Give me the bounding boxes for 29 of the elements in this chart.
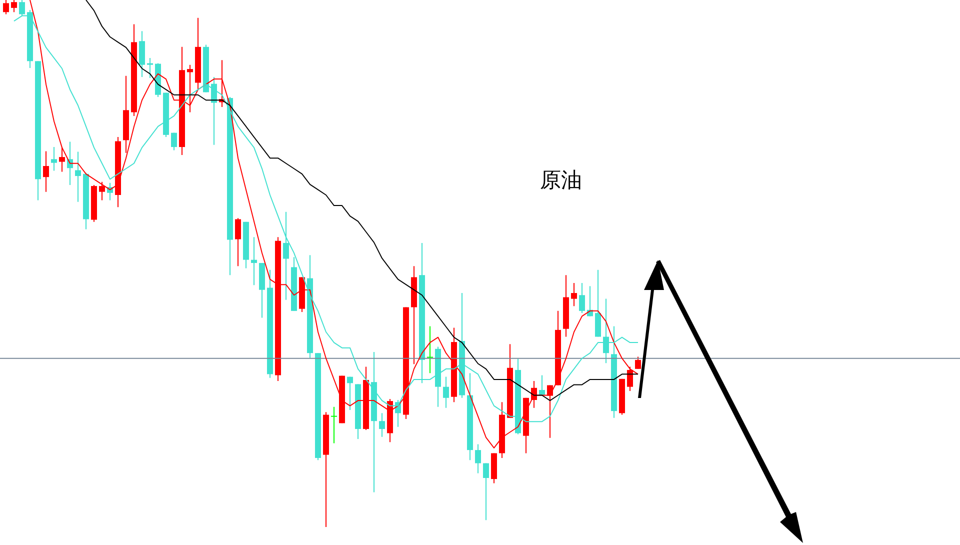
candlestick — [483, 462, 489, 521]
candlestick — [11, 0, 17, 13]
candlestick — [171, 132, 177, 151]
candlestick — [635, 356, 641, 370]
candlestick — [627, 366, 633, 392]
candlestick — [59, 146, 65, 172]
candlestick — [427, 326, 433, 374]
candlestick — [595, 269, 601, 338]
candlestick — [51, 146, 57, 172]
candlestick — [579, 282, 585, 314]
candlestick — [139, 30, 145, 78]
candlestick — [347, 376, 353, 411]
candlestick — [539, 374, 545, 396]
candlestick — [283, 211, 289, 300]
candlestick — [99, 181, 105, 201]
candlestick — [235, 218, 241, 267]
candlestick — [251, 236, 257, 286]
candlestick — [43, 150, 49, 192]
candlestick — [3, 0, 9, 15]
candlestick — [331, 406, 337, 444]
candlestick — [443, 376, 449, 408]
annotation: 原油 — [540, 167, 582, 194]
candlestick — [147, 57, 153, 78]
candlestick — [75, 151, 81, 202]
candlestick — [475, 444, 481, 474]
candlestick — [603, 298, 609, 364]
candlestick — [379, 412, 385, 438]
candlestick — [571, 282, 577, 307]
candlestick — [187, 64, 193, 113]
